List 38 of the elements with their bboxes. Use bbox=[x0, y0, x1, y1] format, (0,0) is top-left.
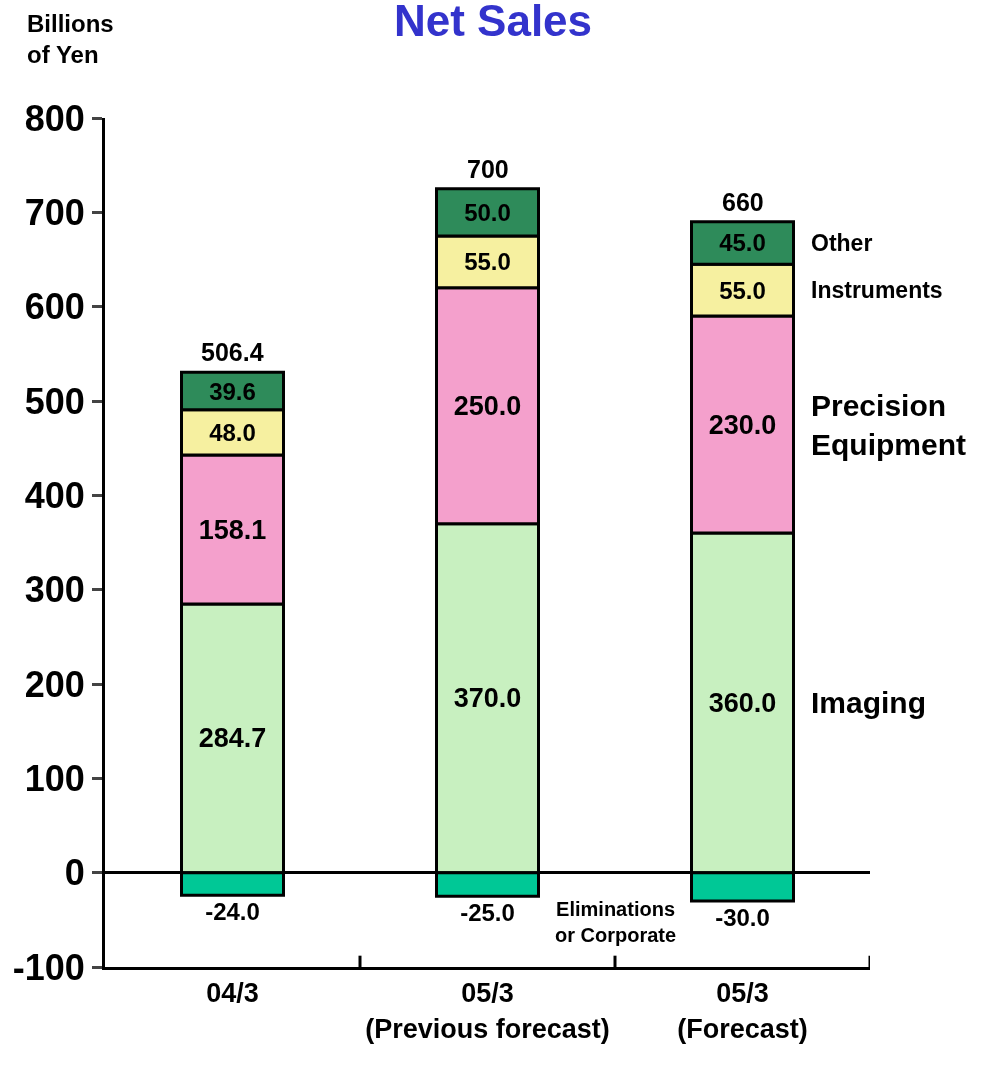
chart-title: Net Sales bbox=[393, 0, 593, 46]
y-tick-label: 500 bbox=[24, 380, 85, 422]
data-label: 55.0 bbox=[719, 276, 766, 304]
series-label: Instruments bbox=[811, 277, 943, 303]
y-axis-title: Billions of Yen bbox=[27, 10, 114, 69]
series-label: Imaging bbox=[811, 686, 927, 719]
data-label: 45.0 bbox=[719, 229, 766, 257]
y-tick-label: 700 bbox=[24, 191, 85, 233]
data-label: 55.0 bbox=[464, 248, 511, 276]
y-tick-label: 200 bbox=[24, 663, 85, 705]
data-label: 39.6 bbox=[209, 377, 256, 405]
y-tick-label: 400 bbox=[24, 474, 85, 516]
y-tick-label: 100 bbox=[24, 757, 85, 799]
y-tick-label: 600 bbox=[24, 286, 85, 328]
series-label: Other bbox=[811, 230, 873, 256]
data-label: 230.0 bbox=[708, 409, 777, 440]
y-tick-label: -100 bbox=[12, 946, 85, 988]
y-tick-label: 800 bbox=[24, 97, 85, 139]
data-label: 360.0 bbox=[708, 687, 777, 718]
total-label: 700 bbox=[467, 155, 509, 183]
x-tick-label: 05/3 (Forecast) bbox=[677, 978, 808, 1044]
series-label: Eliminations or Corporate bbox=[555, 898, 677, 946]
data-label: -24.0 bbox=[205, 898, 260, 926]
x-tick-label: 05/3 (Previous forecast) bbox=[365, 978, 610, 1044]
data-label: 370.0 bbox=[453, 683, 522, 714]
data-label: 48.0 bbox=[209, 418, 256, 446]
data-label: 50.0 bbox=[464, 198, 511, 226]
data-label: -30.0 bbox=[715, 903, 770, 931]
x-tick-label: 04/3 bbox=[206, 978, 259, 1009]
y-tick-label: 300 bbox=[24, 569, 85, 611]
y-tick-label: 0 bbox=[64, 852, 85, 894]
series-label: Precision Equipment bbox=[811, 389, 966, 461]
data-label: 250.0 bbox=[453, 390, 522, 421]
data-label: -25.0 bbox=[460, 899, 515, 927]
data-label: 284.7 bbox=[198, 723, 267, 754]
total-label: 660 bbox=[722, 188, 764, 216]
data-label: 158.1 bbox=[198, 514, 267, 545]
total-label: 506.4 bbox=[201, 338, 264, 366]
